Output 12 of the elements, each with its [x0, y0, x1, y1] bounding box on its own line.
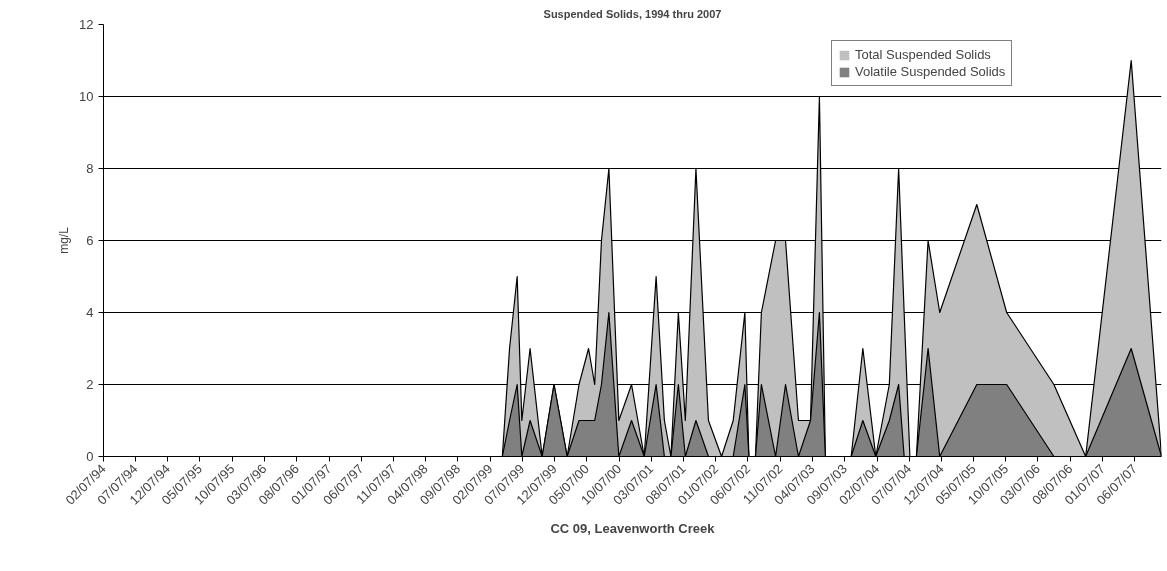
- y-tick-label: 2: [86, 377, 94, 392]
- legend-label: Total Suspended Solids: [855, 47, 991, 62]
- y-tick-label: 6: [86, 233, 94, 248]
- x-axis-title: CC 09, Leavenworth Creek: [550, 520, 716, 536]
- y-tick-label: 10: [79, 89, 94, 104]
- y-tick-label: 8: [86, 161, 94, 176]
- chart-title: Suspended Solids, 1994 thru 2007: [543, 7, 722, 20]
- y-tick-label: 12: [79, 17, 94, 32]
- legend-label: Volatile Suspended Solids: [855, 64, 1006, 79]
- y-tick-label: 0: [86, 449, 94, 464]
- y-axis-title: mg/L: [57, 226, 72, 254]
- y-tick-label: 4: [86, 305, 94, 320]
